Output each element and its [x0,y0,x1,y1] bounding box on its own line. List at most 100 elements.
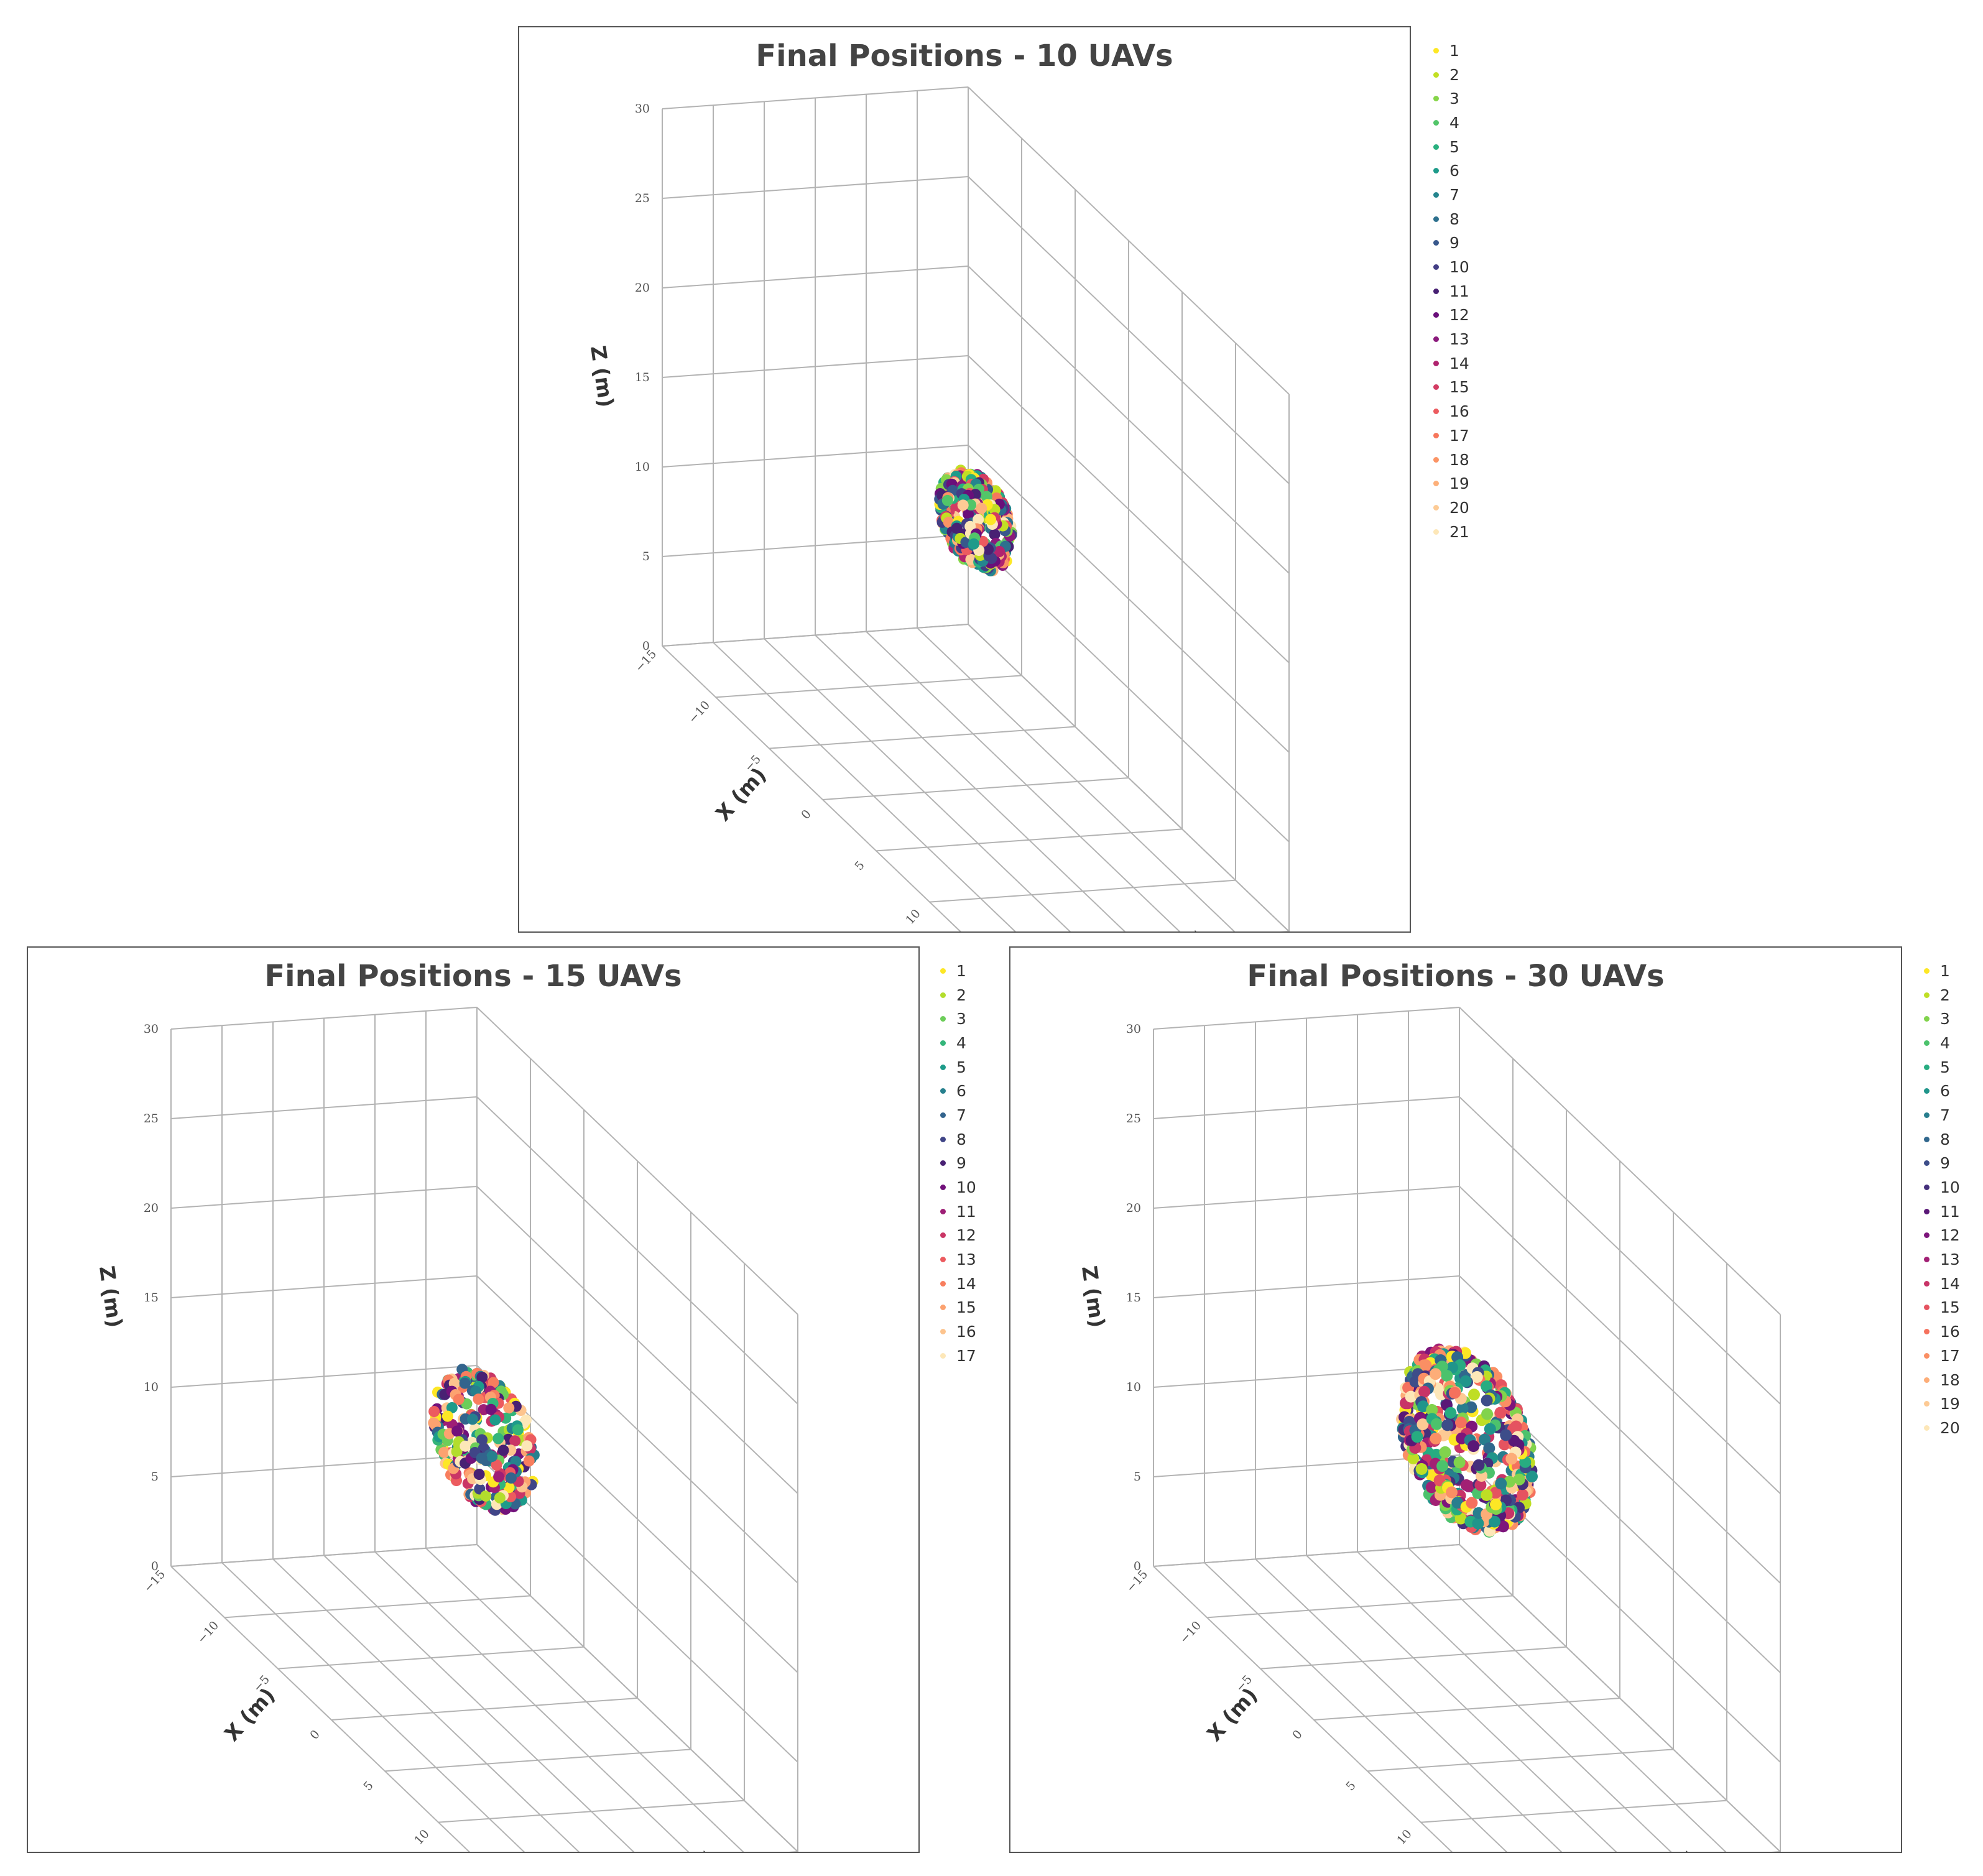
uav-point [1454,1512,1467,1525]
legend-entry[interactable]: 8 [940,1127,976,1152]
legend-entry[interactable]: 3 [1924,1007,1960,1031]
uav-point [1484,1423,1496,1435]
legend-entry[interactable]: 17 [1433,423,1469,448]
legend-entry[interactable]: 8 [1433,207,1469,231]
legend-entry[interactable]: 9 [940,1152,976,1176]
uav-point [985,514,997,525]
legend-entry[interactable]: 11 [1433,279,1469,303]
legend-entry[interactable]: 19 [1924,1392,1960,1416]
legend-entry[interactable]: 13 [1433,327,1469,351]
legend-entry[interactable]: 7 [1924,1103,1960,1127]
legend-entry[interactable]: 2 [1924,983,1960,1007]
uav-point [486,1451,498,1462]
x-tick-label: −15 [141,1568,168,1596]
legend-entry[interactable]: 9 [1924,1152,1960,1176]
legend-entry[interactable]: 10 [1924,1175,1960,1199]
legend-entry[interactable]: 17 [940,1344,976,1368]
legend-label: 12 [1449,306,1469,325]
x-tick-label: −10 [1177,1619,1204,1647]
uav-point [1526,1471,1538,1482]
legend-entry[interactable]: 14 [940,1272,976,1296]
legend-entry[interactable]: 4 [1433,111,1469,135]
z-tick-label: 20 [1126,1201,1141,1215]
legend-entry[interactable]: 2 [1433,63,1469,87]
legend-entry[interactable]: 21 [1433,520,1469,544]
uav-point [503,1402,515,1414]
uav-point [1505,1453,1518,1465]
legend-entry[interactable]: 16 [1433,399,1469,423]
legend-entry[interactable]: 6 [1433,159,1469,183]
uav-point [1471,1371,1483,1383]
legend-entry[interactable]: 15 [1924,1296,1960,1320]
legend-entry[interactable]: 2 [940,983,976,1007]
uav-point [1483,1442,1495,1454]
uav-point [1468,1389,1480,1401]
legend-entry[interactable]: 18 [1924,1368,1960,1392]
legend-entry[interactable]: 13 [1924,1247,1960,1272]
legend-entry[interactable]: 8 [1924,1127,1960,1152]
legend-entry[interactable]: 15 [940,1296,976,1320]
chart-3d-plot[interactable]: 051015202530−15−10−50510−15−10−5051015Z … [519,27,1411,933]
legend-swatch-icon [940,1016,946,1022]
chart-3d-plot[interactable]: 051015202530−15−10−50510−15−10−5051015Z … [28,948,920,1853]
legend-label: 3 [1940,1010,1950,1028]
y-axis-label: Y (m) [690,1847,753,1853]
uav-point [1430,1433,1442,1444]
legend-swatch-icon [1433,96,1439,102]
x-tick-label: 0 [798,807,813,822]
legend-entry[interactable]: 12 [1433,303,1469,328]
legend-entry[interactable]: 6 [940,1079,976,1103]
z-tick-label: 30 [1126,1022,1141,1036]
legend-entry[interactable]: 11 [1924,1199,1960,1224]
uav-point [1425,1481,1438,1494]
legend-swatch-icon [1433,264,1439,270]
legend-entry[interactable]: 5 [940,1055,976,1079]
uav-point [994,546,1005,557]
legend-entry[interactable]: 20 [1924,1416,1960,1440]
legend-entry[interactable]: 14 [1924,1272,1960,1296]
uav-point [1453,1456,1466,1469]
uav-point [505,1472,517,1484]
legend-label: 19 [1940,1395,1960,1413]
legend-entry[interactable]: 1 [1924,959,1960,983]
z-tick-label: 15 [635,371,650,384]
legend-entry[interactable]: 17 [1924,1344,1960,1368]
legend-entry[interactable]: 3 [1433,86,1469,111]
legend-swatch-icon [1433,144,1439,150]
legend-entry[interactable]: 18 [1433,448,1469,472]
legend-entry[interactable]: 20 [1433,496,1469,520]
legend-entry[interactable]: 16 [1924,1319,1960,1344]
legend-entry[interactable]: 13 [940,1247,976,1272]
legend-entry[interactable]: 3 [940,1007,976,1031]
legend-entry[interactable]: 5 [1433,135,1469,159]
legend-swatch-icon [1924,1280,1930,1287]
legend-entry[interactable]: 6 [1924,1079,1960,1103]
legend-entry[interactable]: 12 [940,1224,976,1248]
legend-entry[interactable]: 16 [940,1319,976,1344]
legend-entry[interactable]: 10 [1433,255,1469,279]
legend-entry[interactable]: 15 [1433,376,1469,400]
uav-point [1474,1479,1487,1491]
legend-entry[interactable]: 10 [940,1175,976,1199]
legend-entry[interactable]: 19 [1433,471,1469,496]
legend-entry[interactable]: 12 [1924,1224,1960,1248]
legend-entry[interactable]: 14 [1433,351,1469,376]
legend-entry[interactable]: 4 [940,1031,976,1055]
z-tick-label: 5 [1134,1470,1141,1484]
legend-entry[interactable]: 1 [1433,39,1469,63]
legend-label: 14 [956,1274,976,1293]
legend-entry[interactable]: 7 [940,1103,976,1127]
legend-label: 20 [1449,498,1469,517]
x-tick-label: 0 [307,1727,322,1742]
legend-entry[interactable]: 4 [1924,1031,1960,1055]
legend-entry[interactable]: 11 [940,1199,976,1224]
legend-entry[interactable]: 1 [940,959,976,983]
chart-3d-plot[interactable]: 051015202530−15−10−50510−15−10−5051015Z … [1010,948,1902,1853]
legend-swatch-icon [1433,240,1439,246]
uav-point [512,1424,524,1436]
legend-label: 9 [1940,1154,1950,1173]
uav-point [466,1413,478,1425]
legend-entry[interactable]: 9 [1433,231,1469,256]
legend-entry[interactable]: 5 [1924,1055,1960,1079]
legend-entry[interactable]: 7 [1433,183,1469,207]
